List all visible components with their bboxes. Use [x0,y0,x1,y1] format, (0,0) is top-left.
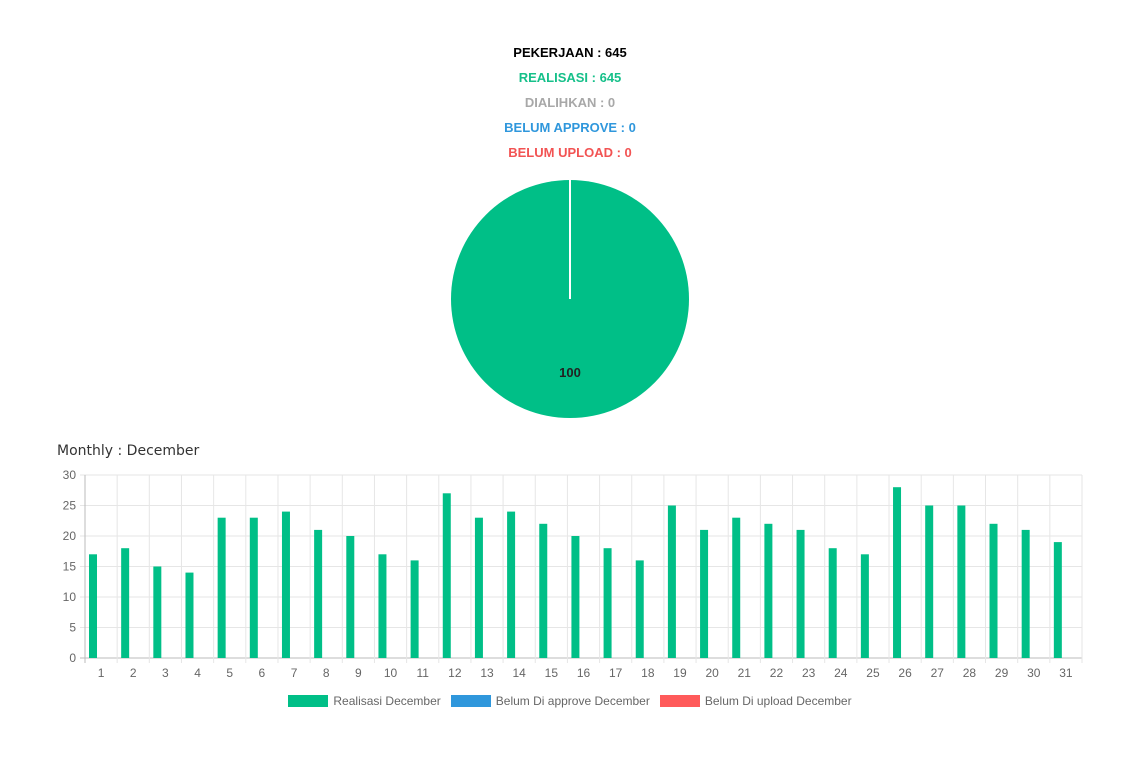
bar-realisasi-december-24[interactable] [828,548,837,658]
x-tick-label: 9 [355,666,362,680]
bar-realisasi-december-5[interactable] [217,517,226,658]
bar-realisasi-december-18[interactable] [635,560,644,658]
x-tick-label: 1 [98,666,105,680]
pie-data-label: 100 [559,365,581,380]
x-tick-label: 13 [480,666,494,680]
x-tick-label: 5 [226,666,233,680]
legend-swatch-belum-approve [450,695,491,707]
monthly-title: Monthly : December [57,443,200,459]
bar-realisasi-december-15[interactable] [539,523,548,658]
bar-realisasi-december-11[interactable] [410,560,419,658]
x-tick-label: 10 [384,666,398,680]
x-tick-label: 22 [770,666,784,680]
x-tick-label: 19 [673,666,687,680]
x-tick-label: 28 [963,666,977,680]
bar-realisasi-december-29[interactable] [989,523,998,658]
x-tick-label: 11 [416,666,429,680]
y-tick-label: 20 [63,529,77,543]
bar-realisasi-december-31[interactable] [1053,542,1062,658]
y-tick-label: 30 [63,468,77,482]
bar-realisasi-december-6[interactable] [249,517,258,658]
bar-realisasi-december-2[interactable] [121,548,130,658]
x-tick-label: 14 [512,666,526,680]
x-tick-label: 17 [609,666,623,680]
y-tick-label: 15 [63,560,77,574]
pie-chart: 100 [451,180,689,418]
bar-realisasi-december-26[interactable] [893,487,902,658]
bar-realisasi-december-10[interactable] [378,554,387,658]
y-tick-label: 5 [69,621,76,635]
bar-realisasi-december-22[interactable] [764,523,773,658]
bar-realisasi-december-23[interactable] [796,529,805,658]
bar-realisasi-december-28[interactable] [957,505,966,659]
stat-belum-upload: BELUM UPLOAD : 0 [508,145,632,160]
bar-realisasi-december-27[interactable] [925,505,934,659]
x-tick-label: 12 [448,666,462,680]
x-tick-label: 8 [323,666,330,680]
legend-item-belum-upload[interactable]: Belum Di upload December [659,694,852,708]
legend-swatch-realisasi [288,695,329,707]
legend-item-realisasi[interactable]: Realisasi December [288,694,441,708]
summary-stats: PEKERJAAN : 645 REALISASI : 645 DIALIHKA… [0,40,1140,165]
bar-realisasi-december-9[interactable] [346,536,355,658]
x-tick-label: 2 [130,666,137,680]
x-tick-label: 6 [259,666,266,680]
bar-realisasi-december-21[interactable] [732,517,741,658]
bar-realisasi-december-4[interactable] [185,572,194,658]
x-tick-label: 30 [1027,666,1041,680]
bar-realisasi-december-7[interactable] [281,511,290,658]
bar-realisasi-december-13[interactable] [474,517,483,658]
bar-realisasi-december-17[interactable] [603,548,612,658]
x-tick-label: 26 [898,666,912,680]
bar-realisasi-december-8[interactable] [314,529,323,658]
x-tick-label: 4 [194,666,201,680]
x-tick-label: 24 [834,666,848,680]
legend-item-belum-approve[interactable]: Belum Di approve December [450,694,650,708]
bar-realisasi-december-30[interactable] [1021,529,1030,658]
stat-belum-approve: BELUM APPROVE : 0 [504,120,636,135]
bar-realisasi-december-25[interactable] [860,554,869,658]
x-tick-label: 16 [577,666,591,680]
bar-realisasi-december-12[interactable] [442,493,451,658]
y-tick-label: 10 [63,590,77,604]
bar-realisasi-december-3[interactable] [153,566,162,659]
x-tick-label: 15 [545,666,559,680]
x-tick-label: 20 [705,666,719,680]
legend-label-belum-approve: Belum Di approve December [495,694,650,708]
bar-realisasi-december-14[interactable] [507,511,516,658]
y-tick-label: 0 [69,651,76,665]
x-tick-label: 23 [802,666,816,680]
x-tick-label: 7 [291,666,298,680]
x-tick-label: 25 [866,666,880,680]
y-tick-label: 25 [63,499,77,513]
x-tick-label: 27 [931,666,945,680]
bar-realisasi-december-19[interactable] [667,505,676,659]
legend-label-realisasi: Realisasi December [333,694,441,708]
x-tick-label: 21 [738,666,752,680]
x-tick-label: 29 [995,666,1009,680]
bar-realisasi-december-20[interactable] [700,529,709,658]
stat-dialihkan: DIALIHKAN : 0 [524,95,616,110]
legend-swatch-belum-upload [659,695,700,707]
stat-realisasi: REALISASI : 645 [518,70,622,85]
x-tick-label: 3 [162,666,169,680]
stat-pekerjaan: PEKERJAAN : 645 [513,45,627,60]
x-tick-label: 18 [641,666,655,680]
bar-realisasi-december-1[interactable] [89,554,97,658]
legend-label-belum-upload: Belum Di upload December [704,694,852,708]
bar-realisasi-december-16[interactable] [571,536,580,658]
bar-legend: Realisasi December Belum Di approve Dece… [0,694,1140,708]
x-tick-label: 31 [1059,666,1073,680]
